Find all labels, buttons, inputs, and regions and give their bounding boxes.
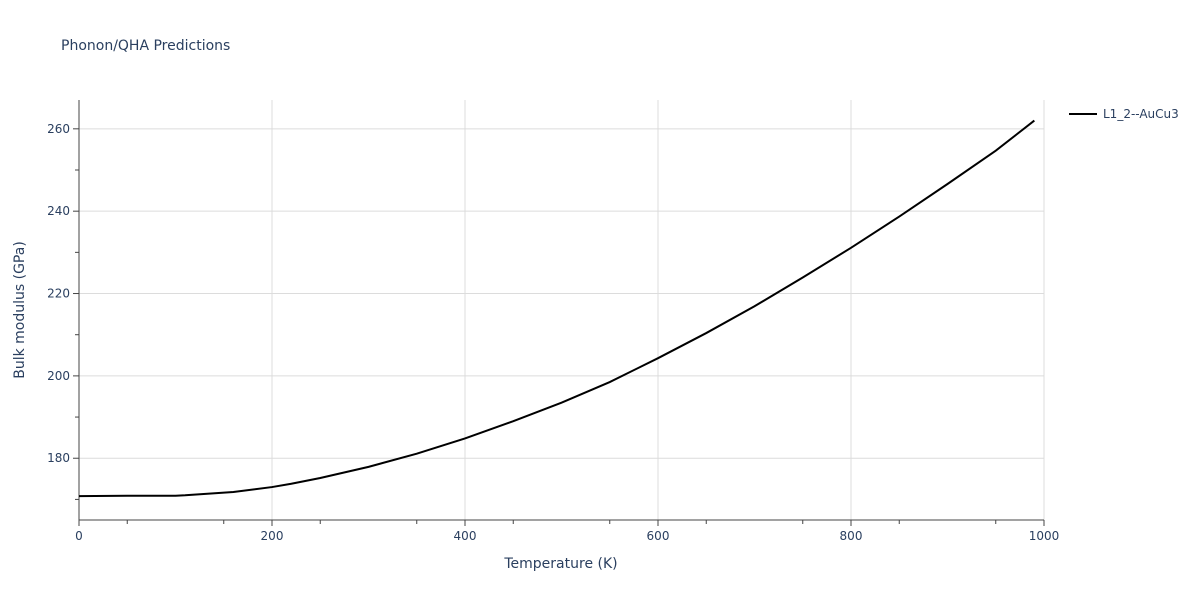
y-tick-label: 200 xyxy=(47,369,70,383)
series-line[interactable] xyxy=(78,119,1035,498)
y-tick-label: 240 xyxy=(47,204,70,218)
axes xyxy=(78,100,1044,521)
x-grid xyxy=(271,100,1045,520)
x-tick-label: 200 xyxy=(261,529,284,543)
x-tick-label: 400 xyxy=(454,529,477,543)
x-tick-label: 600 xyxy=(647,529,670,543)
series-layer xyxy=(78,119,1035,498)
y-ticks: 180 200 220 240 260 xyxy=(47,122,79,500)
x-tick-label: 800 xyxy=(840,529,863,543)
legend[interactable]: L1_2--AuCu3 xyxy=(1069,107,1179,121)
x-tick-label: 1000 xyxy=(1029,529,1060,543)
y-axis-title: Bulk modulus (GPa) xyxy=(12,241,28,379)
chart-title: Phonon/QHA Predictions xyxy=(61,38,230,54)
legend-label[interactable]: L1_2--AuCu3 xyxy=(1103,107,1179,121)
y-grid xyxy=(79,128,1044,459)
x-axis-title: Temperature (K) xyxy=(503,556,617,572)
y-tick-label: 220 xyxy=(47,287,70,301)
y-tick-label: 260 xyxy=(47,122,70,136)
x-ticks: 0 200 400 600 800 1000 xyxy=(75,520,1059,543)
x-tick-label: 0 xyxy=(75,529,83,543)
y-tick-label: 180 xyxy=(47,451,70,465)
